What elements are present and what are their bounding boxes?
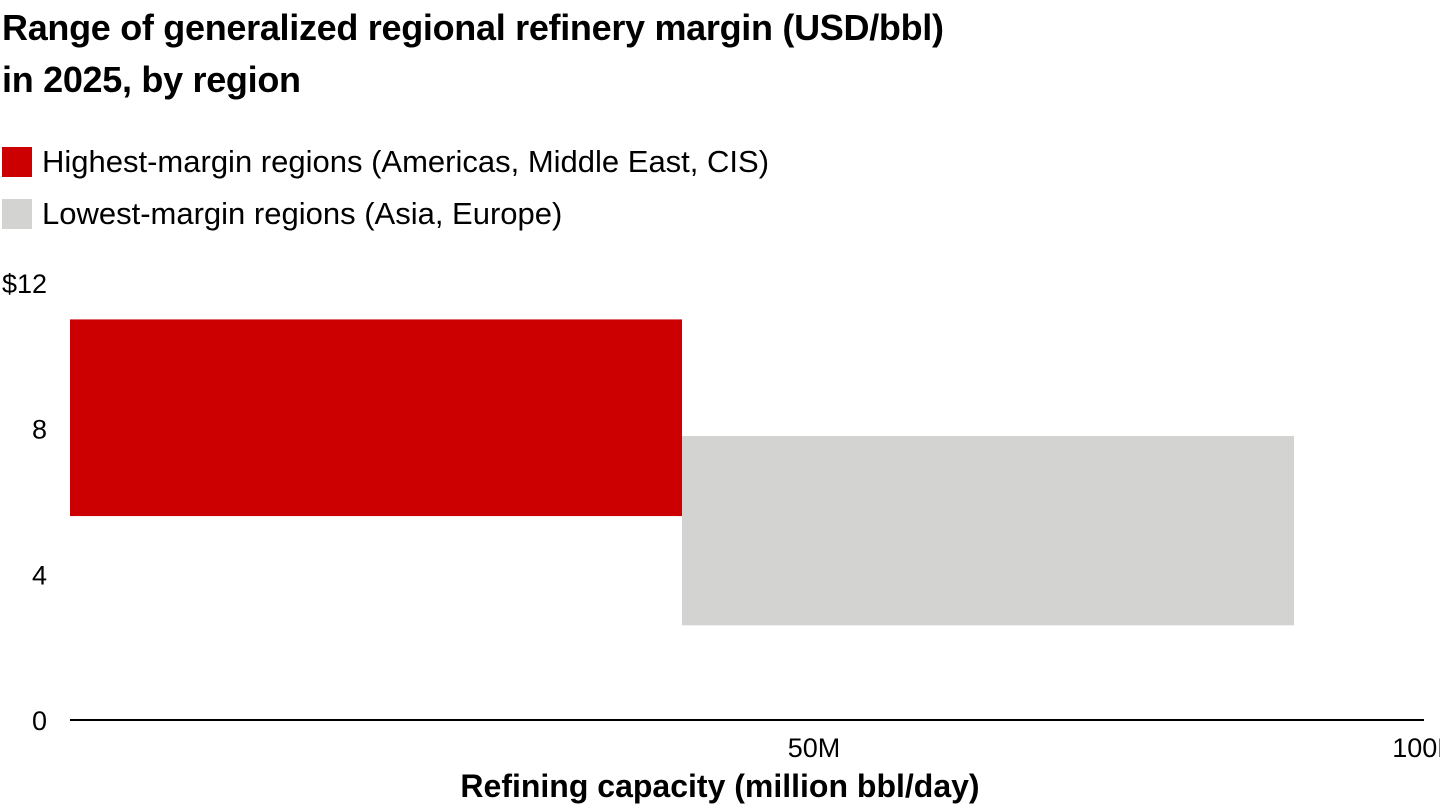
chart-title: Range of generalized regional refinery m… (2, 2, 1402, 106)
legend-item-lowest: Lowest-margin regions (Asia, Europe) (2, 188, 769, 240)
bar-highest-margin (70, 319, 682, 517)
x-axis-title-text: Refining capacity (million bbl/day) (460, 768, 980, 804)
chart-title-line-1: Range of generalized regional refinery m… (2, 7, 944, 48)
y-tick-label: 0 (32, 706, 47, 736)
x-tick-label: 50M (788, 733, 841, 763)
bar-lowest-margin (682, 435, 1294, 626)
y-tick-label: 8 (32, 415, 47, 445)
chart-title-line-2: in 2025, by region (2, 59, 301, 100)
legend-label-lowest: Lowest-margin regions (Asia, Europe) (42, 196, 563, 231)
legend-label-highest: Highest-margin regions (Americas, Middle… (42, 144, 770, 179)
y-tick-label: $12 (2, 269, 47, 299)
x-axis-title: Refining capacity (million bbl/day) (0, 768, 1440, 805)
x-tick-label: 100M (1392, 733, 1440, 763)
legend-item-highest: Highest-margin regions (Americas, Middle… (2, 136, 769, 188)
legend-swatch-highest (2, 147, 32, 177)
y-tick-label: 4 (32, 560, 47, 590)
legend: Highest-margin regions (Americas, Middle… (2, 136, 769, 240)
legend-swatch-lowest (2, 199, 32, 229)
